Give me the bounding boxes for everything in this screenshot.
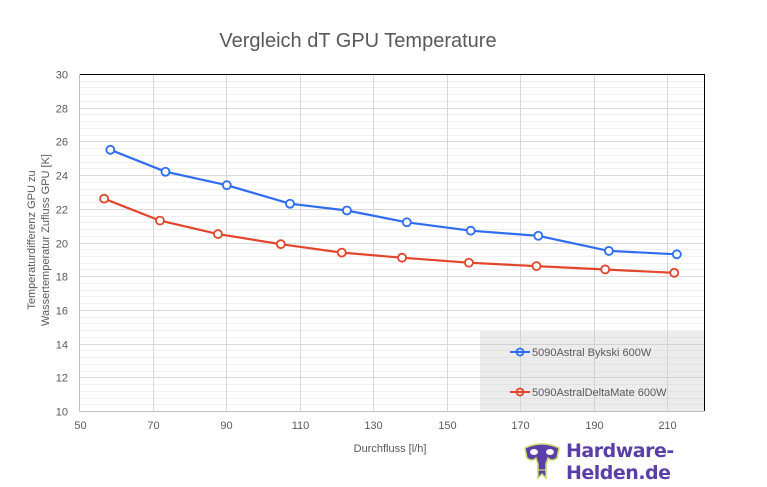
- x-tick-label: 150: [438, 420, 456, 432]
- y-tick-label: 22: [56, 205, 68, 217]
- data-point-marker: [533, 230, 544, 241]
- data-point-marker: [105, 144, 116, 155]
- y-tick-label: 24: [56, 171, 68, 183]
- data-point-marker: [531, 261, 542, 271]
- data-point-marker: [463, 257, 474, 268]
- data-point-marker: [603, 246, 614, 256]
- x-tick-label: 190: [585, 420, 603, 432]
- x-tick-label: 110: [292, 420, 310, 432]
- series-line: [99, 193, 680, 278]
- data-series: [99, 144, 682, 278]
- x-tick-label: 130: [364, 420, 382, 432]
- series-line: [105, 144, 682, 260]
- y-tick-label: 26: [56, 137, 68, 149]
- data-point-marker: [669, 267, 680, 278]
- x-tick-label: 70: [147, 420, 159, 432]
- data-point-marker: [99, 193, 110, 204]
- mask-icon: [522, 440, 562, 485]
- x-axis-ticks: 50 70 90 110 130 150 170 190 210: [74, 420, 676, 432]
- x-tick-label: 170: [511, 420, 529, 432]
- y-axis-label-line-1: Temperaturdifferenz GPU zu: [26, 170, 38, 309]
- y-tick-label: 30: [56, 70, 68, 82]
- plot-frame: [79, 74, 705, 412]
- x-tick-label: 50: [74, 420, 86, 432]
- y-tick-label: 28: [56, 104, 68, 116]
- legend: 5090Astral Bykski 600W 5090AstralDeltaMat…: [480, 331, 704, 411]
- y-tick-label: 18: [56, 272, 68, 284]
- data-point-marker: [213, 229, 223, 239]
- y-tick-label: 20: [56, 239, 68, 251]
- data-point-marker: [160, 166, 171, 177]
- data-point-marker: [221, 180, 232, 191]
- data-point-marker: [600, 264, 611, 275]
- y-tick-label: 14: [56, 340, 68, 352]
- y-tick-label: 16: [56, 306, 68, 318]
- chart-title: Vergleich dT GPU Temperature: [219, 30, 497, 52]
- y-axis-ticks: 10 12 14 16 18 20 22 24 26 28 30: [56, 70, 68, 419]
- y-axis-label-line-2: Wassertemperatur Zufluss GPU [K]: [40, 154, 52, 326]
- data-point-marker: [275, 239, 286, 250]
- data-point-marker: [671, 249, 682, 260]
- y-axis-label: Temperaturdifferenz GPU zu Wassertempera…: [26, 154, 52, 326]
- y-tick-label: 10: [56, 407, 68, 419]
- watermark-text: Hardware-Helden.de: [566, 440, 674, 484]
- x-tick-label: 90: [220, 420, 232, 432]
- watermark-logo: Hardware-Helden.de: [522, 440, 767, 485]
- data-point-marker: [155, 215, 165, 226]
- y-tick-label: 12: [56, 373, 68, 385]
- data-point-marker: [397, 252, 407, 263]
- legend-item-label: 5090Astral Bykski 600W: [532, 347, 652, 359]
- data-point-marker: [465, 225, 476, 236]
- data-point-marker: [342, 205, 352, 216]
- data-point-marker: [285, 198, 295, 209]
- x-tick-label: 210: [658, 420, 676, 432]
- data-point-marker: [401, 217, 412, 228]
- x-axis-label: Durchfluss [l/h]: [354, 443, 427, 455]
- legend-item-label: 5090AstralDeltaMate 600W: [532, 387, 667, 399]
- data-point-marker: [336, 247, 347, 258]
